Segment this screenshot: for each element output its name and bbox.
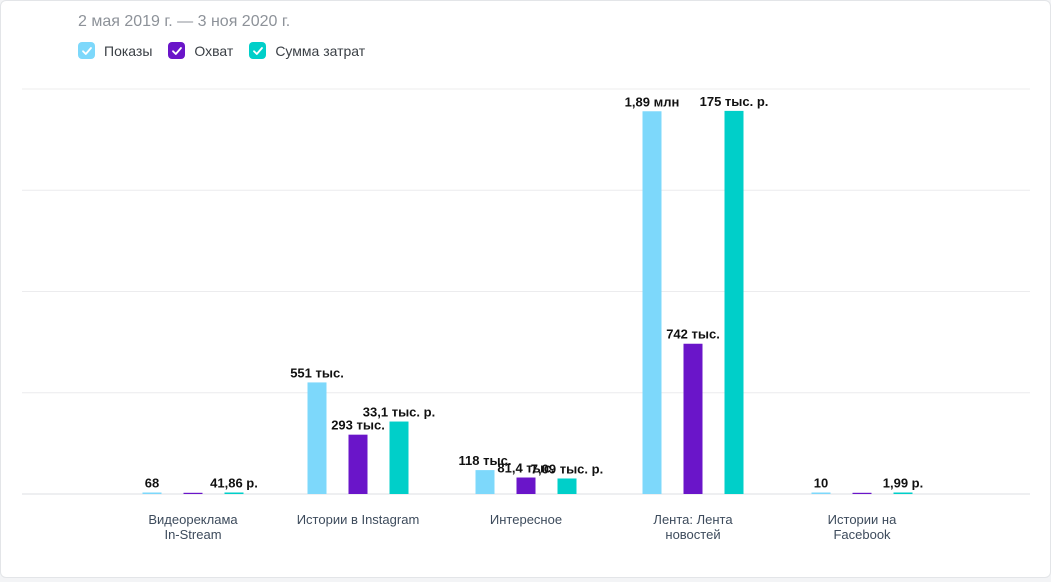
bar[interactable]: [642, 111, 662, 495]
checkbox-impressions[interactable]: [78, 42, 95, 59]
data-label: 7,09 тыс. р.: [531, 461, 603, 476]
legend-item-reach[interactable]: Охват: [168, 42, 233, 59]
checkmark-icon: [172, 46, 182, 55]
legend-item-spend[interactable]: Сумма затрат: [249, 42, 365, 59]
data-label: 33,1 тыс. р.: [363, 405, 435, 420]
bar[interactable]: [389, 421, 409, 494]
bar[interactable]: [348, 434, 368, 494]
checkbox-spend[interactable]: [249, 42, 267, 59]
legend-label-reach: Охват: [194, 42, 234, 59]
bar[interactable]: [811, 492, 831, 495]
data-label: 10: [814, 476, 828, 491]
bar[interactable]: [183, 492, 203, 494]
data-label: 742 тыс.: [666, 327, 720, 342]
data-label: 1,89 млн: [625, 94, 680, 109]
bar[interactable]: [224, 492, 244, 495]
legend-label-impressions: Показы: [104, 42, 153, 59]
bar[interactable]: [142, 492, 162, 495]
data-label: 41,86 р.: [210, 476, 258, 491]
category-label: In-Stream: [164, 527, 221, 542]
category-label: Интересное: [490, 512, 562, 527]
data-label: 68: [145, 476, 159, 491]
data-label: 81,4 тыс.: [497, 461, 554, 476]
bar[interactable]: [724, 110, 744, 494]
category-label: новостей: [665, 527, 720, 542]
bar[interactable]: [683, 343, 703, 494]
data-label: 551 тыс.: [290, 365, 344, 380]
category-label: Лента: Лента: [653, 512, 733, 527]
category-label: Видеореклама: [148, 512, 238, 527]
checkmark-icon: [252, 46, 263, 55]
legend-item-impressions[interactable]: Показы: [78, 42, 152, 59]
bar[interactable]: [852, 492, 872, 494]
legend: Показы Охват Сумма затрат: [78, 42, 365, 59]
bar[interactable]: [557, 478, 577, 494]
bar[interactable]: [307, 382, 327, 494]
legend-label-spend: Сумма затрат: [275, 42, 366, 59]
data-label: 293 тыс.: [331, 418, 385, 433]
data-label: 175 тыс. р.: [700, 94, 769, 109]
bar[interactable]: [516, 477, 536, 494]
data-label: 1,99 р.: [883, 476, 923, 491]
category-label: Facebook: [833, 527, 891, 542]
checkmark-icon: [81, 46, 92, 55]
data-label: 118 тыс.: [459, 453, 512, 468]
bar[interactable]: [475, 470, 495, 494]
checkbox-reach[interactable]: [168, 42, 186, 59]
bar[interactable]: [893, 492, 913, 495]
date-range: 2 мая 2019 г. — 3 ноя 2020 г.: [78, 13, 291, 30]
category-label: Истории в Instagram: [297, 512, 420, 527]
category-label: Истории на: [828, 512, 897, 527]
